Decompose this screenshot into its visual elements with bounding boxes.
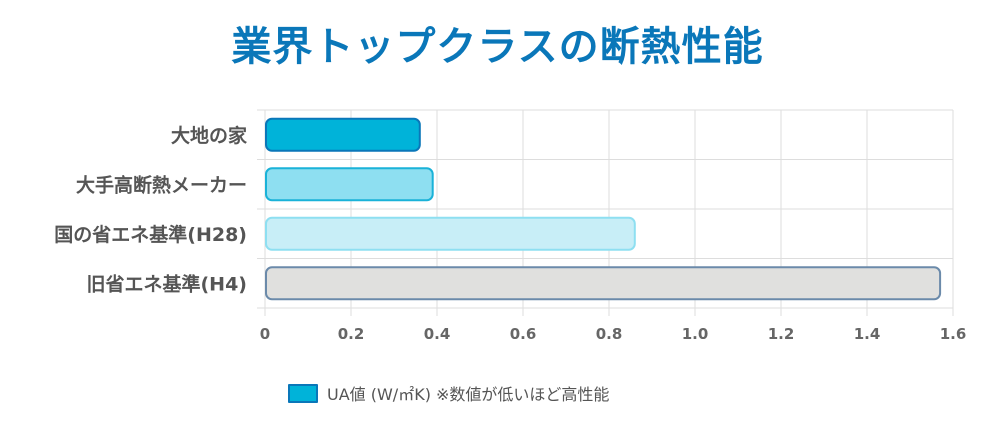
label-layer: 0 0.2 0.4 0.6 0.8 1.0 1.2 1.4 1.6 大地の家大手高断熱メーカー国の… bbox=[54, 124, 966, 343]
x-tick-label: 0.8 bbox=[596, 325, 623, 343]
x-tick-label: 0.2 bbox=[338, 325, 365, 343]
bar-layer bbox=[265, 117, 942, 301]
x-tick-label: 1.2 bbox=[768, 325, 795, 343]
category-label: 大手高断熱メーカー bbox=[76, 173, 247, 196]
category-label: 大地の家 bbox=[171, 124, 248, 147]
category-label: 国の省エネ基準(H28) bbox=[54, 223, 247, 246]
legend-swatch bbox=[288, 383, 318, 403]
category-label: 旧省エネ基準(H4) bbox=[87, 272, 248, 295]
x-tick-label: 1.4 bbox=[854, 325, 881, 343]
chart-title: 業界トップクラスの断熱性能 bbox=[231, 24, 764, 70]
x-tick-label: 0.4 bbox=[424, 325, 451, 343]
bar[interactable] bbox=[265, 167, 434, 202]
bar[interactable] bbox=[265, 266, 942, 301]
grid-layer bbox=[257, 109, 954, 316]
x-tick-label: 1.6 bbox=[940, 325, 967, 343]
bar[interactable] bbox=[265, 216, 636, 251]
bar[interactable] bbox=[265, 117, 421, 152]
x-tick-label: 0.6 bbox=[510, 325, 537, 343]
x-tick-label: 1.0 bbox=[682, 325, 709, 343]
legend-label: UA値 (W/㎡K) ※数値が低いほど高性能 bbox=[327, 385, 610, 404]
x-tick-label: 0 bbox=[260, 325, 270, 343]
legend[interactable]: UA値 (W/㎡K) ※数値が低いほど高性能 bbox=[288, 380, 609, 406]
